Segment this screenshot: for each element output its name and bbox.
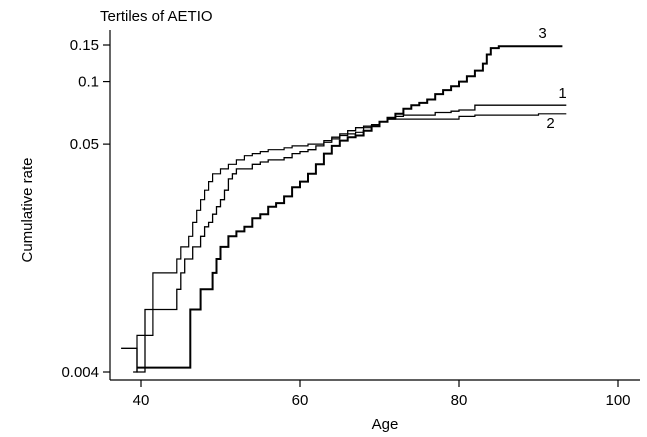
x-tick-label: 60 bbox=[292, 392, 309, 409]
series-layer: 12 3 bbox=[121, 25, 567, 373]
series-line-3 bbox=[137, 45, 563, 369]
y-tick-label: 0.1 bbox=[78, 74, 99, 91]
x-tick-label: 80 bbox=[451, 392, 468, 409]
y-tick-label: 0.004 bbox=[61, 364, 99, 381]
series-line-2 bbox=[133, 113, 567, 373]
y-axis-label: Cumulative rate bbox=[19, 157, 36, 262]
series-line-1 bbox=[121, 104, 567, 373]
x-axis: 40 60 80 100 bbox=[110, 379, 640, 409]
chart-title: Tertiles of AETIO bbox=[100, 8, 213, 25]
y-axis: 0.004 0.05 0.1 0.15 bbox=[61, 30, 111, 381]
series-label-3: 3 bbox=[538, 25, 546, 42]
x-axis-label: Age bbox=[372, 416, 399, 433]
y-tick-label: 0.15 bbox=[70, 37, 99, 54]
x-tick-label: 100 bbox=[605, 392, 630, 409]
series-label-2: 2 bbox=[546, 115, 554, 132]
x-tick-label: 40 bbox=[133, 392, 150, 409]
series-label-1: 1 bbox=[558, 85, 566, 102]
y-tick-label: 0.05 bbox=[70, 136, 99, 153]
